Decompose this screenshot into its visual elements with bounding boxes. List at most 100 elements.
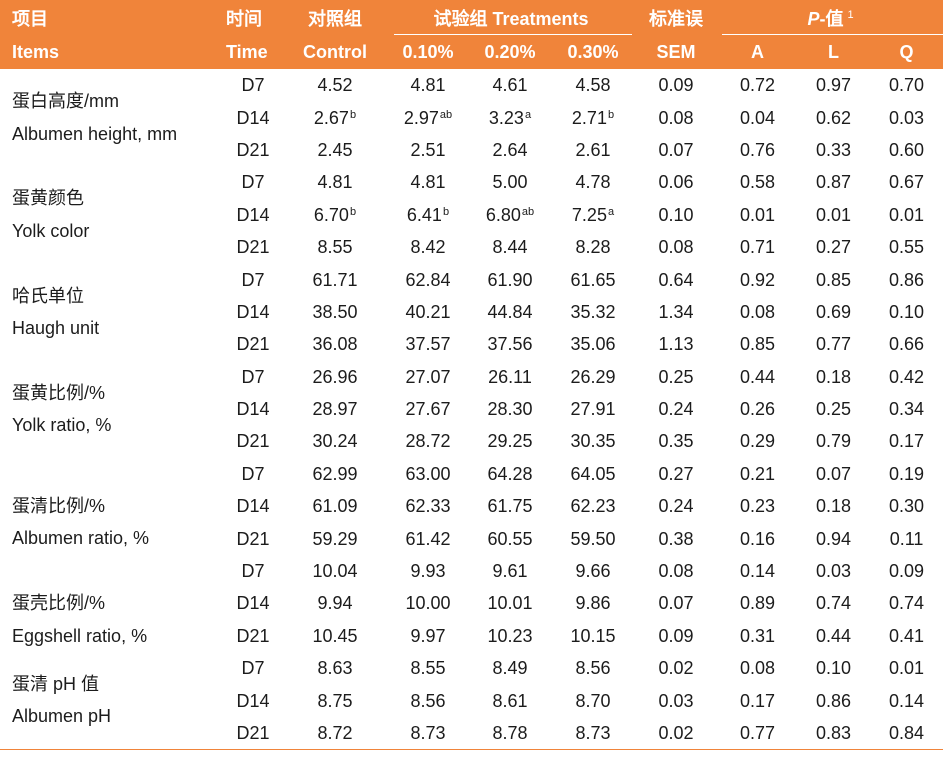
item-name-cn: 蛋黄比例/%	[12, 382, 106, 403]
treatment-value: 4.81	[410, 75, 446, 96]
p-value-q-cell: 0.67	[889, 172, 925, 193]
treatment-cell: 8.78	[468, 717, 552, 749]
time-cell: D21	[236, 237, 270, 258]
p-value-q-cell: 0.74	[889, 593, 925, 614]
treatment-value: 29.25	[487, 431, 533, 452]
control-value: 2.45	[317, 139, 353, 160]
item-name-en: Yolk color	[12, 220, 90, 241]
treatment-cell: 8.42	[388, 231, 468, 263]
item-label-cell: 蛋清 pH 值 Albumen pH	[0, 652, 224, 749]
treatment-cell: 35.06	[552, 328, 634, 360]
item-name-en: Albumen pH	[12, 706, 112, 727]
p-value-q-cell: 0.09	[889, 561, 925, 582]
treatment-cell: 8.49	[468, 652, 552, 684]
treatment-cell: 26.29	[552, 361, 634, 393]
control-value: 28.97	[312, 399, 358, 420]
p-value-q-cell: 0.19	[889, 463, 925, 484]
treatment-level-header: 0.10%	[388, 35, 468, 69]
time-cell: D14	[236, 593, 270, 614]
p-value-a-cell: 0.85	[740, 334, 776, 355]
treatment-cell: 10.23	[468, 620, 552, 652]
p-value-l-cell: 0.07	[816, 463, 852, 484]
treatment-value: 2.64	[492, 139, 528, 160]
control-cell: 26.96	[282, 361, 388, 393]
treatment-value: 27.07	[405, 366, 451, 387]
p-value-l-cell: 0.03	[816, 561, 852, 582]
treatment-value: 8.49	[492, 658, 528, 679]
p-value-a-cell: 0.23	[740, 496, 776, 517]
p-value-q-cell: 0.01	[889, 204, 925, 225]
p-italic-letter: P	[807, 8, 820, 29]
time-cell: D7	[241, 269, 265, 290]
treatment-value: 8.73	[410, 722, 446, 743]
significance-letter: ab	[521, 205, 535, 218]
table-row: 蛋黄比例/% Yolk ratio, % D7 26.96 27.07 26.11 26.2…	[0, 361, 943, 436]
treatment-value: 37.56	[487, 334, 533, 355]
table-row: D14 61.09 62.33 61.75 62.23 0.24 0.23 0.18 0.30	[0, 490, 943, 522]
control-value: 8.55	[317, 237, 353, 258]
treatment-value: 10.15	[570, 625, 616, 646]
time-cell: D21	[236, 431, 270, 452]
treatment-value: 27.67	[405, 399, 451, 420]
treatment-value: 28.30	[487, 399, 533, 420]
treatment-cell: 2.51	[388, 134, 468, 166]
treatment-value: 40.21	[405, 301, 451, 322]
control-cell: 9.94	[282, 587, 388, 619]
time-cell: D14	[236, 204, 270, 225]
table-row: D21 30.24 28.72 29.25 30.35 0.35 0.29 0.79 0.17	[0, 425, 943, 457]
control-value: 26.96	[312, 366, 358, 387]
table-row: D21 8.55 8.42 8.44 8.28 0.08 0.71 0.27 0.55	[0, 231, 943, 263]
treatment-value: 10.23	[487, 625, 533, 646]
treatment-cell: 59.50	[552, 522, 634, 554]
treatment-value: 2.61	[575, 139, 611, 160]
sem-header-cn: 标准误	[634, 0, 719, 35]
treatment-value: 28.72	[405, 431, 451, 452]
control-cell: 2.45	[282, 134, 388, 166]
table-row: D14 2.67b 2.97ab 3.23a 2.71b 0.08 0.04 0.62 0.03	[0, 101, 943, 133]
p-value-a-cell: 0.58	[740, 172, 776, 193]
time-cell: D21	[236, 528, 270, 549]
p-value-l-cell: 0.27	[816, 237, 852, 258]
treatment-cell: 64.05	[552, 458, 634, 490]
p-value-a-cell: 0.16	[740, 528, 776, 549]
control-cell: 61.71	[282, 263, 388, 295]
control-cell: 62.99	[282, 458, 388, 490]
p-value-l-cell: 0.25	[816, 399, 852, 420]
p-value-q-cell: 0.10	[889, 301, 925, 322]
p-value-l-cell: 0.83	[816, 722, 852, 743]
p-value-q-cell: 0.11	[889, 528, 924, 549]
treatment-value: 8.73	[575, 722, 611, 743]
control-value: 59.29	[312, 528, 358, 549]
time-cell: D21	[236, 722, 270, 743]
sem-cell: 0.08	[658, 237, 694, 258]
table-row: 哈氏单位 Haugh unit D7 61.71 62.84 61.90 61.65 0.64…	[0, 263, 943, 338]
time-cell: D7	[241, 463, 265, 484]
treatment-value: 8.56	[575, 658, 611, 679]
treatment-cell: 35.32	[552, 296, 634, 328]
treatment-cell: 8.56	[552, 652, 634, 684]
treatment-value: 64.28	[487, 463, 533, 484]
control-value: 38.50	[312, 301, 358, 322]
sem-cell: 0.02	[658, 658, 694, 679]
treatment-cell: 2.64	[468, 134, 552, 166]
header-row-secondary: Items Time Control 0.10% 0.20% 0.30% SEM…	[0, 35, 943, 69]
time-cell: D7	[241, 561, 265, 582]
control-cell: 59.29	[282, 522, 388, 554]
control-value: 61.71	[312, 269, 358, 290]
treatment-value: 4.61	[492, 75, 528, 96]
item-name-en: Yolk ratio, %	[12, 415, 112, 436]
treatment-cell: 10.01	[468, 587, 552, 619]
treatment-cell: 60.55	[468, 522, 552, 554]
treatment-value: 60.55	[487, 528, 533, 549]
p-value-a-cell: 0.17	[740, 690, 776, 711]
treatment-value: 4.81	[410, 172, 446, 193]
treatments-header: 试验组 Treatments	[388, 0, 635, 35]
treatment-cell: 29.25	[468, 425, 552, 457]
p-value-q-cell: 0.60	[889, 139, 925, 160]
sem-cell: 0.38	[658, 528, 694, 549]
control-cell: 6.70b	[282, 199, 388, 231]
p-value-q-cell: 0.17	[889, 431, 925, 452]
control-cell: 36.08	[282, 328, 388, 360]
items-header-en: Items	[0, 35, 224, 69]
treatment-cell: 28.72	[388, 425, 468, 457]
